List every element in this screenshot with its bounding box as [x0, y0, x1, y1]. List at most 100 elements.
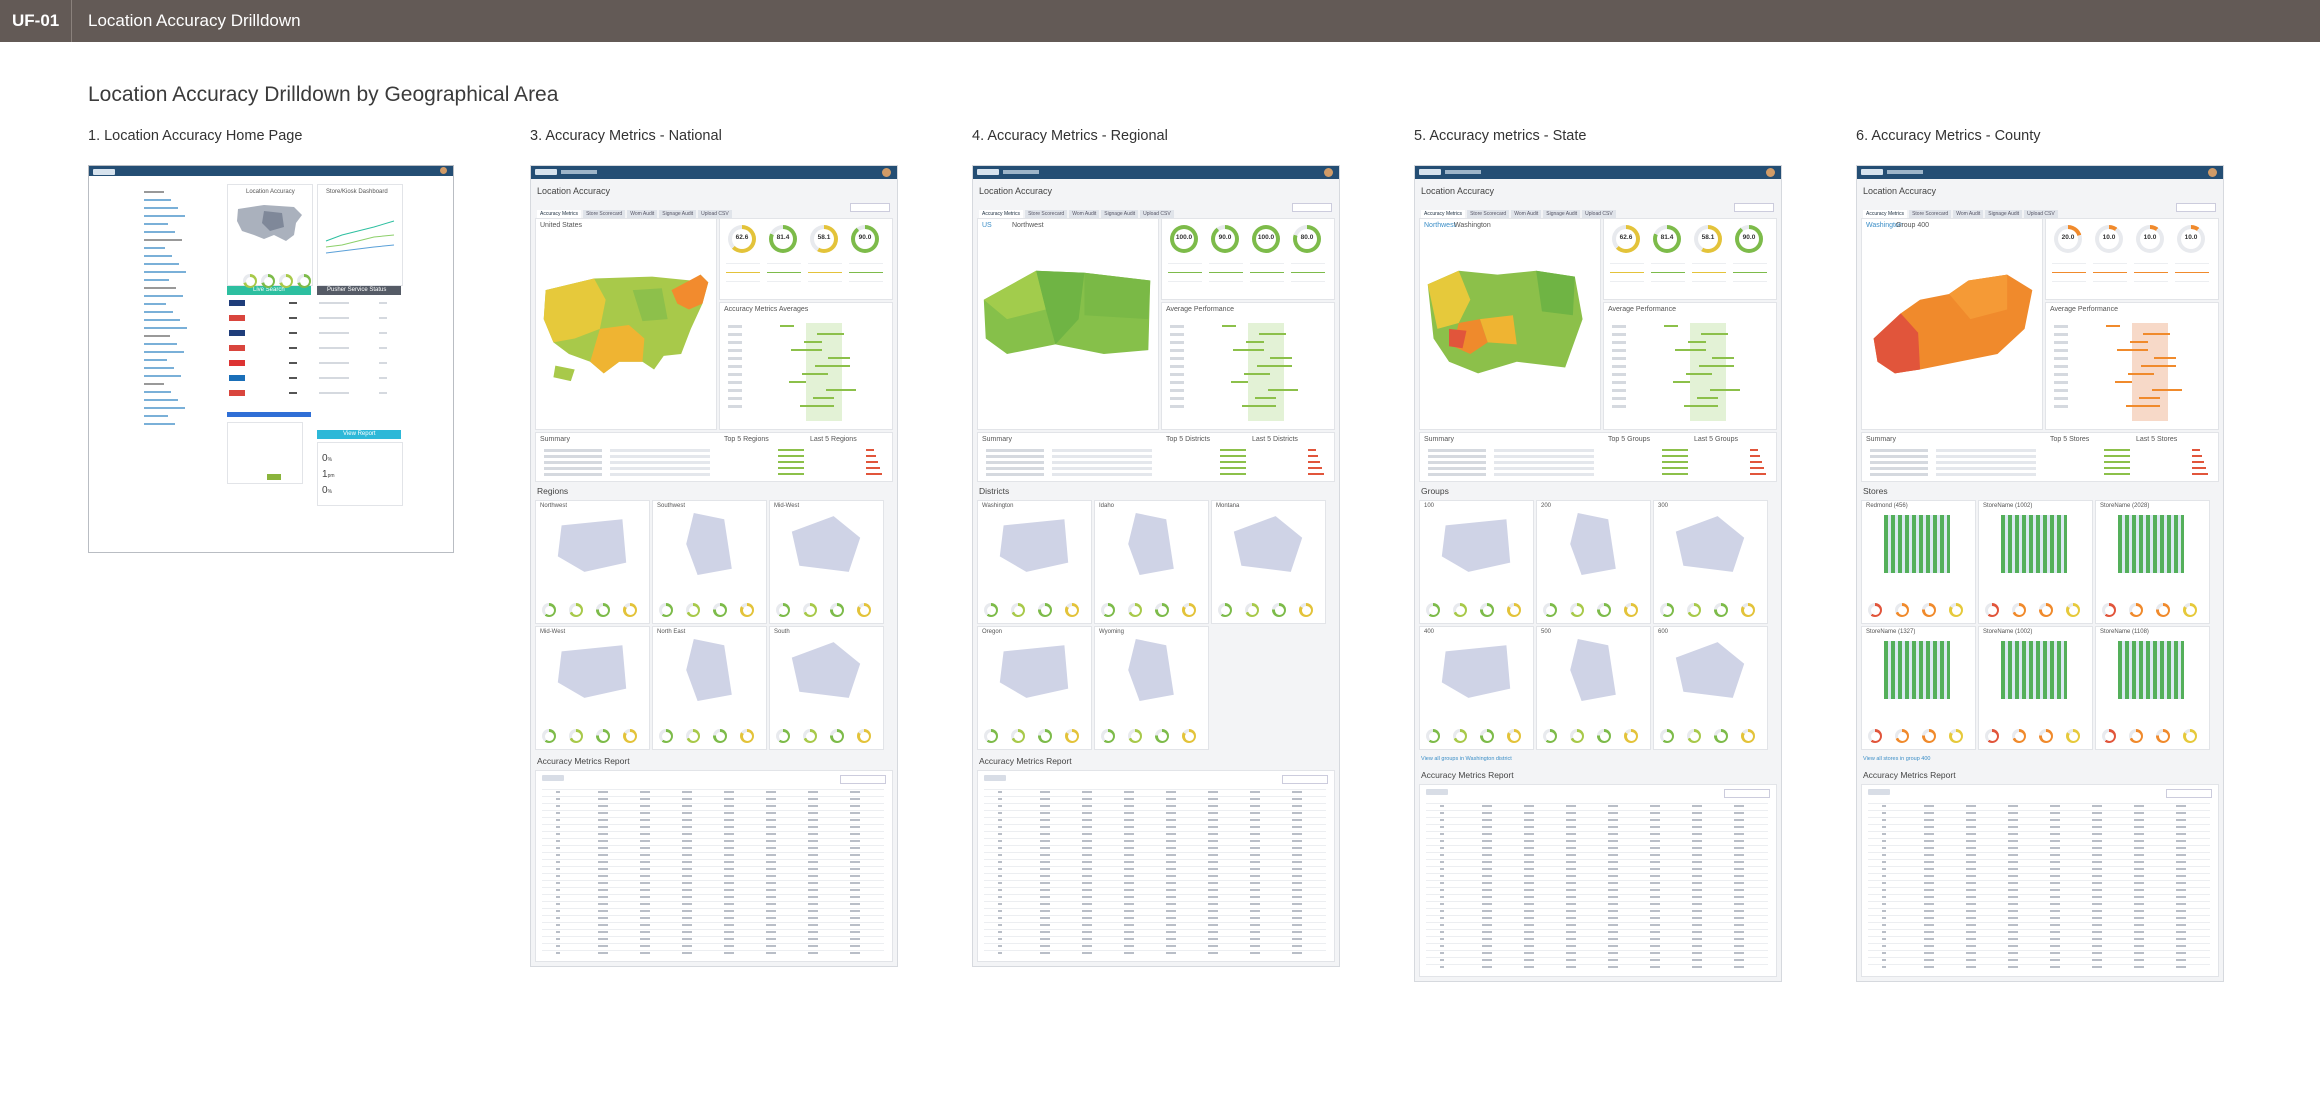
national-choropleth-map[interactable] — [536, 259, 716, 389]
nav-link[interactable] — [144, 287, 176, 289]
nav-link[interactable] — [144, 215, 185, 217]
nav-link[interactable] — [144, 391, 171, 393]
report-search-input[interactable] — [1282, 775, 1328, 784]
metric-gauge[interactable]: 20.0 — [2054, 225, 2082, 253]
metric-gauge[interactable]: 62.6 — [1612, 225, 1640, 253]
area-tile[interactable]: Mid-West — [535, 626, 650, 750]
metric-gauge[interactable]: 90.0 — [1211, 225, 1239, 253]
avatar[interactable] — [2208, 168, 2217, 177]
area-tile[interactable]: 200 — [1536, 500, 1651, 624]
nav-link[interactable] — [144, 223, 168, 225]
tab-accuracy-metrics[interactable]: Accuracy Metrics — [979, 210, 1024, 219]
store-dashboard-card[interactable]: Store/Kiosk Dashboard — [317, 184, 403, 286]
submit-button[interactable] — [267, 474, 281, 480]
avatar[interactable] — [1766, 168, 1775, 177]
metric-gauge[interactable]: 10.0 — [2177, 225, 2205, 253]
export-button[interactable] — [1426, 789, 1448, 795]
metric-gauge[interactable]: 10.0 — [2095, 225, 2123, 253]
metric-gauge[interactable]: 58.1 — [1694, 225, 1722, 253]
area-tile[interactable]: 100 — [1419, 500, 1534, 624]
nav-link[interactable] — [144, 207, 178, 209]
area-tile[interactable]: Oregon — [977, 626, 1092, 750]
tab-store-scorecard[interactable]: Store Scorecard — [1025, 210, 1068, 219]
tab-signage-audit[interactable]: Signage Audit — [1543, 210, 1581, 219]
app-logo[interactable] — [1419, 169, 1441, 175]
area-tile[interactable]: Idaho — [1094, 500, 1209, 624]
area-tile[interactable]: South — [769, 626, 884, 750]
area-tile[interactable]: StoreName (2028) — [2095, 500, 2210, 624]
tab-wom-audit[interactable]: Wom Audit — [1511, 210, 1542, 219]
avatar[interactable] — [440, 167, 447, 174]
nav-link[interactable] — [144, 239, 182, 241]
nav-link[interactable] — [144, 303, 166, 305]
nav-link[interactable] — [144, 327, 187, 329]
export-button[interactable] — [984, 775, 1006, 781]
breadcrumb-link[interactable]: Northwest — [1424, 222, 1456, 229]
metric-gauge[interactable]: 10.0 — [2136, 225, 2164, 253]
area-tile[interactable]: StoreName (1002) — [1978, 500, 2093, 624]
tab-upload-csv[interactable]: Upload CSV — [2024, 210, 2058, 219]
tab-wom-audit[interactable]: Wom Audit — [627, 210, 658, 219]
nav-link[interactable] — [144, 319, 180, 321]
metric-gauge[interactable]: 58.1 — [810, 225, 838, 253]
metric-gauge[interactable]: 90.0 — [1735, 225, 1763, 253]
nav-link[interactable] — [144, 199, 171, 201]
view-all-link[interactable]: View all stores in group 400 — [1863, 756, 1931, 762]
nav-link[interactable] — [144, 407, 185, 409]
metric-gauge[interactable]: 81.4 — [1653, 225, 1681, 253]
tab-store-scorecard[interactable]: Store Scorecard — [1909, 210, 1952, 219]
area-tile[interactable]: Washington — [977, 500, 1092, 624]
nav-link[interactable] — [144, 415, 168, 417]
app-logo[interactable] — [977, 169, 999, 175]
national-search-input[interactable] — [850, 203, 890, 212]
nav-link[interactable] — [144, 423, 175, 425]
report-search-input[interactable] — [2166, 789, 2212, 798]
home-page-thumbnail[interactable]: Location Accuracy Live Search Store/Kios… — [88, 165, 454, 553]
app-logo[interactable] — [535, 169, 557, 175]
report-search-input[interactable] — [840, 775, 886, 784]
tab-accuracy-metrics[interactable]: Accuracy Metrics — [1421, 210, 1466, 219]
nav-link[interactable] — [144, 271, 186, 273]
avatar[interactable] — [1324, 168, 1333, 177]
nav-link[interactable] — [144, 255, 172, 257]
nav-link[interactable] — [144, 247, 165, 249]
tab-signage-audit[interactable]: Signage Audit — [1101, 210, 1139, 219]
nav-link[interactable] — [144, 295, 183, 297]
tab-wom-audit[interactable]: Wom Audit — [1069, 210, 1100, 219]
nav-link[interactable] — [144, 191, 164, 193]
nav-link[interactable] — [144, 399, 178, 401]
area-tile[interactable]: Wyoming — [1094, 626, 1209, 750]
view-all-link[interactable]: View all groups in Washington district — [1421, 756, 1512, 762]
nav-link[interactable] — [144, 311, 173, 313]
tab-wom-audit[interactable]: Wom Audit — [1953, 210, 1984, 219]
breadcrumb-link[interactable]: US — [982, 222, 992, 229]
location-accuracy-card[interactable]: Location Accuracy — [227, 184, 313, 286]
tab-signage-audit[interactable]: Signage Audit — [659, 210, 697, 219]
tab-signage-audit[interactable]: Signage Audit — [1985, 210, 2023, 219]
live-search-button[interactable]: Live Search — [227, 286, 311, 295]
area-tile[interactable]: North East — [652, 626, 767, 750]
app-logo[interactable] — [1861, 169, 1883, 175]
tab-accuracy-metrics[interactable]: Accuracy Metrics — [1863, 210, 1908, 219]
regional-choropleth-map[interactable] — [978, 259, 1158, 389]
area-tile[interactable]: Mid-West — [769, 500, 884, 624]
nav-link[interactable] — [144, 359, 167, 361]
area-tile[interactable]: Montana — [1211, 500, 1326, 624]
county-search-input[interactable] — [2176, 203, 2216, 212]
export-button[interactable] — [1868, 789, 1890, 795]
area-tile[interactable]: Southwest — [652, 500, 767, 624]
area-tile[interactable]: 500 — [1536, 626, 1651, 750]
metric-gauge[interactable]: 100.0 — [1170, 225, 1198, 253]
state-choropleth-map[interactable] — [1420, 259, 1600, 389]
avatar[interactable] — [882, 168, 891, 177]
nav-link[interactable] — [144, 367, 174, 369]
area-tile[interactable]: StoreName (1108) — [2095, 626, 2210, 750]
login-form[interactable] — [227, 422, 303, 484]
nav-link[interactable] — [144, 375, 181, 377]
area-tile[interactable]: 600 — [1653, 626, 1768, 750]
metric-gauge[interactable]: 80.0 — [1293, 225, 1321, 253]
nav-link[interactable] — [144, 279, 169, 281]
area-tile[interactable]: StoreName (1002) — [1978, 626, 2093, 750]
tab-upload-csv[interactable]: Upload CSV — [1140, 210, 1174, 219]
nav-link[interactable] — [144, 351, 184, 353]
